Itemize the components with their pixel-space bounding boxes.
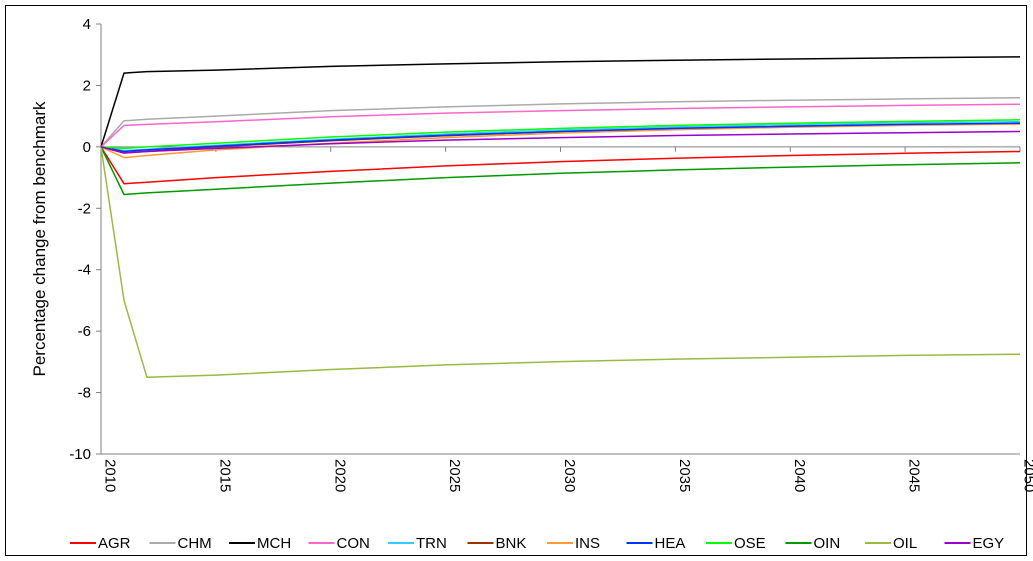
series-line-agr bbox=[100, 146, 1021, 185]
x-tick-label: 2040 bbox=[791, 459, 808, 492]
series-line-oin bbox=[100, 146, 1021, 196]
series-line-ose bbox=[100, 119, 1021, 150]
x-tick-label: 2050 bbox=[1021, 459, 1033, 492]
legend-label-oil: OIL bbox=[893, 535, 917, 552]
y-tick-label: 4 bbox=[83, 16, 91, 33]
legend-label-chm: CHM bbox=[178, 535, 212, 552]
legend-label-hea: HEA bbox=[655, 535, 686, 552]
legend-label-con: CON bbox=[337, 535, 370, 552]
y-axis-title: Percentage change from benchmark bbox=[30, 101, 49, 376]
series-lines bbox=[100, 56, 1021, 378]
y-tick-label: 0 bbox=[83, 139, 91, 156]
legend-label-agr: AGR bbox=[98, 535, 131, 552]
y-tick-label: 2 bbox=[83, 77, 91, 94]
x-tick-label: 2015 bbox=[216, 459, 233, 492]
y-tick-label: -4 bbox=[78, 262, 91, 279]
chart-frame bbox=[5, 5, 1027, 556]
series-line-oil bbox=[100, 146, 1021, 378]
legend-label-ins: INS bbox=[575, 535, 600, 552]
legend-label-oin: OIN bbox=[814, 535, 841, 552]
series-line-con bbox=[100, 103, 1021, 148]
legend-label-mch: MCH bbox=[257, 535, 291, 552]
x-tick-label: 2030 bbox=[561, 459, 578, 492]
series-line-egy bbox=[100, 130, 1021, 154]
legend-label-trn: TRN bbox=[416, 535, 447, 552]
series-line-chm bbox=[100, 96, 1021, 148]
x-tick-label: 2020 bbox=[331, 459, 348, 492]
y-tick-label: -6 bbox=[78, 323, 91, 340]
legend-label-ose: OSE bbox=[734, 535, 766, 552]
y-tick-label: -10 bbox=[69, 446, 91, 463]
x-tick-label: 2045 bbox=[906, 459, 923, 492]
series-line-ins bbox=[100, 123, 1021, 159]
x-tick-label: 2035 bbox=[676, 459, 693, 492]
legend-label-egy: EGY bbox=[973, 535, 1005, 552]
series-line-hea bbox=[100, 122, 1021, 153]
y-tick-label: -2 bbox=[78, 200, 91, 217]
legend-label-bnk: BNK bbox=[496, 535, 527, 552]
y-tick-label: -8 bbox=[78, 385, 91, 402]
x-tick-label: 2010 bbox=[102, 459, 119, 492]
series-line-mch bbox=[100, 56, 1021, 148]
axes: -10 -8 -6 -4 -2 0 2 4 2010 2015 2020 2025 2030 2035 20… bbox=[69, 16, 1033, 492]
x-tick-label: 2025 bbox=[446, 459, 463, 492]
legend: AGR CHM MCH CON TRN BNK INS HEA OSE OIN OIL EGY bbox=[70, 535, 1004, 552]
